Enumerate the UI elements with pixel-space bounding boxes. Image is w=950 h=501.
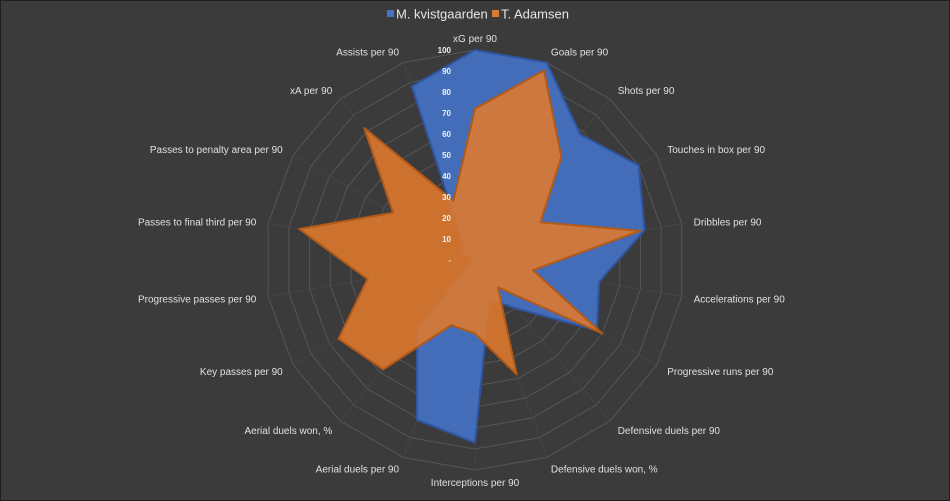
tick-label: 10: [442, 235, 451, 244]
tick-label: 50: [442, 151, 451, 160]
axis-label: Assists per 90: [336, 47, 399, 58]
axis-label: Passes to final third per 90: [138, 217, 257, 228]
axis-label: Shots per 90: [618, 86, 675, 97]
axis-labels: xG per 90 Goals per 90 Shots per 90 Touches…: [138, 34, 785, 489]
axis-label: Passes to penalty area per 90: [150, 145, 283, 156]
tick-label: 100: [438, 46, 452, 55]
axis-label: Aerial duels per 90: [316, 465, 400, 476]
legend-label-series-2: T. Adamsen: [501, 7, 569, 22]
legend: M. kvistgaarden T. Adamsen: [387, 7, 569, 22]
axis-label: Touches in box per 90: [667, 145, 765, 156]
tick-label: 20: [442, 214, 451, 223]
series-group: [298, 49, 646, 444]
legend-swatch-series-1: [387, 10, 394, 17]
tick-label: 30: [442, 193, 451, 202]
axis-label: Aerial duels won, %: [244, 426, 332, 437]
tick-label: 80: [442, 88, 451, 97]
axis-label: xG per 90: [453, 34, 497, 45]
tick-label: 90: [442, 67, 451, 76]
tick-label: 40: [442, 172, 451, 181]
axis-label: Accelerations per 90: [694, 295, 786, 306]
axis-label: Defensive duels per 90: [618, 426, 721, 437]
axis-label: Dribbles per 90: [694, 217, 762, 228]
tick-label: 60: [442, 130, 451, 139]
axis-label: Goals per 90: [551, 47, 609, 58]
series-2-area: [298, 69, 642, 376]
legend-swatch-series-2: [492, 10, 499, 17]
axis-label: Progressive passes per 90: [138, 295, 257, 306]
tick-label: -: [448, 256, 451, 265]
axis-label: Progressive runs per 90: [667, 367, 774, 378]
axis-label: Defensive duels won, %: [551, 465, 658, 476]
axis-label: xA per 90: [290, 86, 333, 97]
tick-labels: - 10 20 30 40 50 60 70 80 90 100: [438, 46, 452, 265]
axis-label: Interceptions per 90: [431, 478, 520, 489]
legend-label-series-1: M. kvistgaarden: [396, 7, 488, 22]
axis-label: Key passes per 90: [200, 367, 283, 378]
tick-label: 70: [442, 109, 451, 118]
